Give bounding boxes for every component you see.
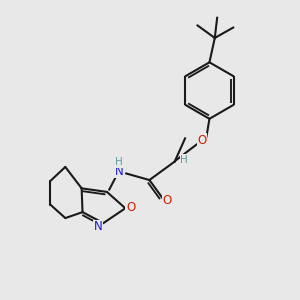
Text: O: O: [126, 201, 135, 214]
Text: N: N: [114, 165, 123, 178]
Text: H: H: [180, 154, 188, 164]
Text: H: H: [115, 157, 123, 167]
Text: O: O: [163, 194, 172, 207]
Text: N: N: [94, 220, 102, 233]
Text: O: O: [197, 134, 207, 147]
